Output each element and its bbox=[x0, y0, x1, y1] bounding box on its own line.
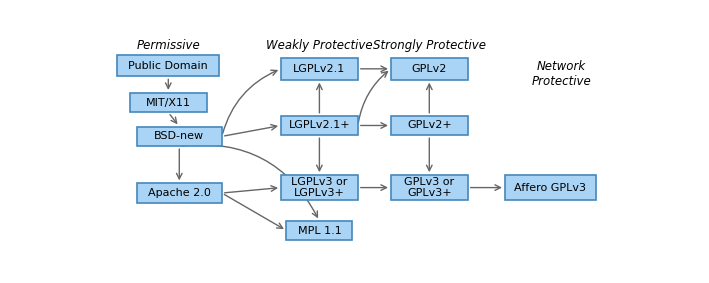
FancyBboxPatch shape bbox=[118, 55, 219, 76]
FancyBboxPatch shape bbox=[391, 58, 468, 80]
FancyBboxPatch shape bbox=[281, 116, 358, 135]
Text: MIT/X11: MIT/X11 bbox=[146, 98, 191, 108]
Text: Apache 2.0: Apache 2.0 bbox=[148, 188, 211, 198]
Text: GPLv2+: GPLv2+ bbox=[407, 121, 452, 130]
Text: Permissive: Permissive bbox=[136, 39, 200, 52]
Text: Affero GPLv3: Affero GPLv3 bbox=[514, 183, 586, 193]
FancyBboxPatch shape bbox=[286, 221, 352, 240]
Text: LGPLv2.1+: LGPLv2.1+ bbox=[289, 121, 350, 130]
Text: BSD-new: BSD-new bbox=[155, 131, 204, 142]
Text: Strongly Protective: Strongly Protective bbox=[373, 39, 486, 52]
Text: GPLv2: GPLv2 bbox=[412, 64, 447, 74]
Text: GPLv3 or
GPLv3+: GPLv3 or GPLv3+ bbox=[404, 177, 454, 198]
Text: Weakly Protective: Weakly Protective bbox=[266, 39, 373, 52]
FancyBboxPatch shape bbox=[137, 127, 222, 146]
FancyBboxPatch shape bbox=[391, 116, 468, 135]
FancyBboxPatch shape bbox=[281, 58, 358, 80]
FancyBboxPatch shape bbox=[130, 93, 207, 112]
Text: LGPLv3 or
LGPLv3+: LGPLv3 or LGPLv3+ bbox=[291, 177, 347, 198]
Text: MPL 1.1: MPL 1.1 bbox=[298, 226, 341, 235]
FancyBboxPatch shape bbox=[137, 183, 222, 203]
FancyBboxPatch shape bbox=[391, 175, 468, 200]
Text: Network
Protective: Network Protective bbox=[531, 60, 591, 88]
Text: Public Domain: Public Domain bbox=[128, 61, 208, 70]
FancyBboxPatch shape bbox=[281, 175, 358, 200]
Text: LGPLv2.1: LGPLv2.1 bbox=[294, 64, 345, 74]
FancyBboxPatch shape bbox=[505, 175, 596, 200]
